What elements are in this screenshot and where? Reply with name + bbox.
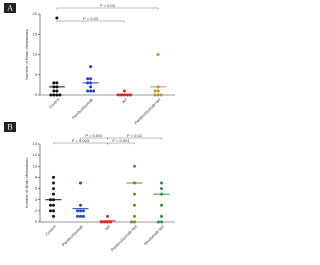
data-dot bbox=[122, 89, 126, 93]
data-dot bbox=[52, 89, 56, 93]
x-tick-label: Ipil bbox=[121, 97, 128, 104]
panel-label: B bbox=[7, 122, 12, 131]
data-dot bbox=[106, 214, 109, 218]
data-dot bbox=[76, 209, 79, 213]
data-dot bbox=[52, 93, 56, 97]
data-dot bbox=[55, 16, 59, 20]
x-tick-label: Nivolumab+Ipil bbox=[143, 224, 165, 246]
data-dot bbox=[160, 220, 163, 224]
y-tick-label: 15 bbox=[33, 31, 38, 36]
data-dot bbox=[133, 203, 136, 207]
data-dot bbox=[157, 220, 160, 224]
data-dot bbox=[49, 93, 53, 97]
panel-label-box bbox=[4, 122, 16, 132]
y-tick-label: 14 bbox=[33, 141, 38, 146]
y-tick-label: 10 bbox=[33, 163, 38, 168]
p-value: P = 0.001 bbox=[112, 138, 130, 143]
data-dot bbox=[52, 192, 55, 196]
data-dot bbox=[52, 203, 55, 207]
significance-bracket bbox=[107, 142, 135, 145]
y-axis-label: Number of Brain Metastases bbox=[24, 29, 29, 80]
x-tick-label: Pembrolizumab+Ipil bbox=[109, 224, 138, 253]
data-dot bbox=[160, 187, 163, 191]
data-dot bbox=[89, 65, 93, 69]
data-dot bbox=[133, 214, 136, 218]
x-tick-label: Control bbox=[44, 224, 57, 237]
y-tick-label: 2 bbox=[35, 208, 38, 213]
data-dot bbox=[156, 93, 160, 97]
data-dot bbox=[49, 203, 52, 207]
data-dot bbox=[55, 93, 59, 97]
data-dot bbox=[52, 209, 55, 213]
data-dot bbox=[133, 192, 136, 196]
y-tick-label: 5 bbox=[35, 72, 38, 77]
y-tick-label: 10 bbox=[33, 52, 38, 57]
significance-bracket bbox=[107, 137, 162, 140]
data-dot bbox=[52, 81, 56, 85]
panel-label-box bbox=[4, 3, 16, 13]
panel-label: A bbox=[7, 3, 13, 12]
data-dot bbox=[160, 181, 163, 185]
x-tick-label: Control bbox=[48, 97, 61, 110]
significance-bracket bbox=[56, 20, 125, 23]
p-value: P = 0.00 bbox=[100, 3, 116, 8]
y-tick-label: 20 bbox=[33, 11, 38, 16]
data-dot bbox=[49, 209, 52, 213]
y-axis-label: Number of Brain Metastases bbox=[24, 158, 29, 209]
significance-bracket bbox=[56, 7, 159, 10]
y-tick-label: 12 bbox=[33, 152, 38, 157]
data-dot bbox=[82, 214, 85, 218]
data-dot bbox=[89, 77, 93, 81]
data-dot bbox=[58, 93, 62, 97]
data-dot bbox=[156, 53, 160, 56]
y-tick-label: 4 bbox=[35, 197, 38, 202]
data-dot bbox=[160, 214, 163, 218]
data-dot bbox=[89, 89, 93, 93]
data-dot bbox=[52, 187, 55, 191]
p-value: P = 0.02 bbox=[127, 133, 143, 138]
data-dot bbox=[52, 214, 55, 218]
data-dot bbox=[86, 89, 90, 93]
data-dot bbox=[133, 164, 136, 168]
data-dot bbox=[76, 214, 79, 218]
data-dot bbox=[82, 209, 85, 213]
data-dot bbox=[160, 203, 163, 207]
data-dot bbox=[52, 181, 55, 185]
x-tick-label: Pembrolizumab bbox=[61, 223, 85, 247]
x-tick-label: Pembrolizumab bbox=[71, 96, 95, 120]
y-tick-label: 0 bbox=[35, 92, 38, 97]
y-tick-label: 6 bbox=[35, 186, 38, 191]
data-dot bbox=[79, 203, 82, 207]
data-dot bbox=[153, 93, 157, 97]
data-dot bbox=[92, 89, 96, 93]
data-dot bbox=[79, 181, 82, 185]
data-dot bbox=[156, 89, 160, 93]
data-dot bbox=[86, 77, 90, 81]
data-dot bbox=[79, 214, 82, 218]
data-dot bbox=[153, 89, 157, 93]
p-value: P = 0.003 bbox=[72, 138, 90, 143]
data-dot bbox=[55, 89, 59, 93]
data-dot bbox=[130, 220, 133, 224]
data-dot bbox=[55, 81, 59, 85]
y-tick-label: 8 bbox=[35, 174, 38, 179]
data-dot bbox=[52, 175, 55, 179]
p-value: P = 0.001 bbox=[85, 133, 103, 138]
x-tick-label: Pembrolizumab+Ipil bbox=[133, 97, 162, 126]
p-value: P = 0.03 bbox=[83, 16, 99, 21]
y-tick-label: 0 bbox=[35, 219, 38, 224]
x-tick-label: Ipil bbox=[104, 224, 111, 231]
significance-bracket bbox=[53, 142, 108, 145]
data-dot bbox=[133, 220, 136, 224]
data-dot bbox=[79, 209, 82, 213]
data-dot bbox=[159, 93, 163, 97]
data-dot bbox=[89, 85, 93, 89]
